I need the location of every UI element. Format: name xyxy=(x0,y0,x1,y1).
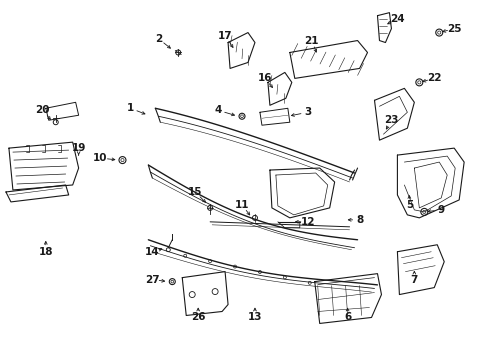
Text: 2: 2 xyxy=(155,33,162,44)
Text: 15: 15 xyxy=(188,187,202,197)
Text: 4: 4 xyxy=(215,105,222,115)
Text: 19: 19 xyxy=(72,143,86,153)
Text: 3: 3 xyxy=(304,107,311,117)
Text: 14: 14 xyxy=(145,247,160,257)
Text: 1: 1 xyxy=(127,103,134,113)
Text: 24: 24 xyxy=(390,14,405,24)
Text: 11: 11 xyxy=(235,200,249,210)
Text: 5: 5 xyxy=(406,200,413,210)
Text: 16: 16 xyxy=(258,73,272,84)
Text: 21: 21 xyxy=(304,36,319,46)
Text: 10: 10 xyxy=(93,153,108,163)
Text: 18: 18 xyxy=(39,247,53,257)
Text: 8: 8 xyxy=(356,215,363,225)
Text: 17: 17 xyxy=(218,31,232,41)
Text: 12: 12 xyxy=(300,217,315,227)
Text: 20: 20 xyxy=(36,105,50,115)
Text: 23: 23 xyxy=(384,115,399,125)
Text: 7: 7 xyxy=(411,275,418,285)
Text: 6: 6 xyxy=(344,312,351,323)
Text: 22: 22 xyxy=(427,73,441,84)
Text: 25: 25 xyxy=(447,24,462,33)
Text: 13: 13 xyxy=(248,312,262,323)
Text: 9: 9 xyxy=(438,205,445,215)
Text: 26: 26 xyxy=(191,312,205,323)
Text: 27: 27 xyxy=(145,275,160,285)
